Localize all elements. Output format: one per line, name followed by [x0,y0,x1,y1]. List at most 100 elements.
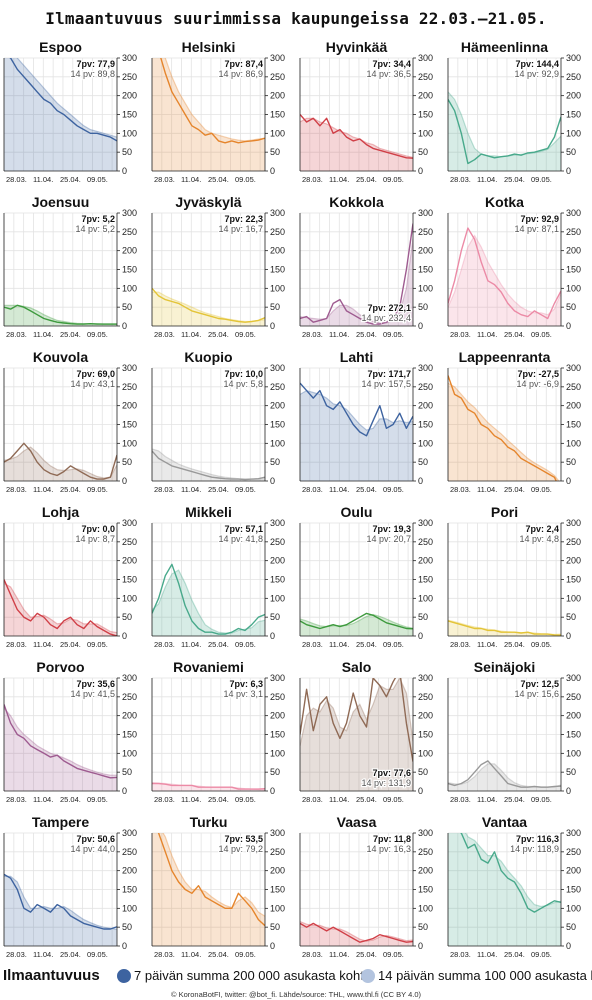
series-group [300,382,413,481]
y-tick-label: 250 [418,537,433,547]
chart-title: Mikkeli [185,504,232,520]
x-tick-label: 09.05. [531,485,552,494]
y-tick-label: 150 [122,575,137,585]
y-tick-label: 50 [122,457,132,467]
y-tick-label: 250 [270,847,285,857]
y-tick-label: 0 [566,321,571,331]
chart-hameenlinna: Hämeenlinna 0 50 100 150 200 250 300 28.03. 11.04… [447,39,581,184]
series-7day-line [448,375,557,481]
x-tick-label: 09.05. [235,485,256,494]
label-14day-value: 14 pv: 89,8 [70,69,115,79]
y-tick-label: 100 [122,128,137,138]
x-tick-label: 28.03. [6,640,27,649]
series-group [448,619,561,636]
y-tick-label: 250 [566,72,581,82]
y-tick-label: 300 [122,53,137,63]
y-tick-label: 100 [566,748,581,758]
series-group [152,448,265,481]
series-7day-line [4,579,117,636]
y-tick-label: 50 [418,767,428,777]
series-7day-line [4,704,117,779]
x-tick-label: 25.04. [356,485,377,494]
label-7day-value: 7pv: 116,3 [516,834,559,844]
series-group [4,58,117,171]
legend-title: Ilmaantuvuus [3,967,100,984]
x-tick-label: 25.04. [208,330,229,339]
chart-title: Turku [190,814,228,830]
x-tick-label: 09.05. [235,330,256,339]
series-14day-line [300,238,413,324]
y-tick-label: 200 [270,556,285,566]
label-7day-value: 7pv: 77,6 [372,768,411,778]
chart-title: Hämeenlinna [461,39,548,55]
y-tick-label: 50 [566,922,576,932]
series-group [152,563,265,636]
series-group [152,782,265,791]
y-tick-label: 200 [270,711,285,721]
y-tick-label: 0 [418,786,423,796]
chart-title: Seinäjoki [474,659,535,675]
chart-title: Kotka [485,194,524,210]
series-14day-line [162,833,265,917]
y-tick-label: 0 [122,476,127,486]
y-tick-label: 0 [270,631,275,641]
x-tick-label: 09.05. [87,795,108,804]
label-14day-value: 14 pv: 4,8 [519,534,559,544]
series-14day-area [300,921,413,946]
y-tick-label: 150 [418,730,433,740]
y-tick-label: 150 [270,575,285,585]
chart-title: Rovaniemi [173,659,244,675]
series-7day-line [448,227,561,320]
x-tick-label: 11.04. [181,795,201,804]
chart-title: Espoo [39,39,82,55]
series-14day-line [164,58,265,142]
x-tick-label: 11.04. [329,795,349,804]
series-7day-line [152,450,265,481]
x-tick-label: 09.05. [383,485,404,494]
y-tick-label: 200 [566,246,581,256]
y-tick-label: 100 [122,903,137,913]
label-7day-value: 7pv: 77,9 [76,59,115,69]
y-tick-label: 200 [566,866,581,876]
y-tick-label: 200 [122,246,137,256]
y-tick-label: 0 [122,941,127,951]
y-tick-label: 250 [566,692,581,702]
chart-title: Lohja [42,504,80,520]
series-7day-line [152,563,265,635]
x-tick-label: 11.04. [33,795,53,804]
y-tick-label: 250 [418,227,433,237]
chart-title: Pori [491,504,518,520]
label-14day-value: 14 pv: 20,7 [366,534,411,544]
y-tick-label: 300 [270,518,285,528]
y-tick-label: 0 [122,166,127,176]
x-tick-label: 25.04. [208,175,229,184]
y-tick-label: 250 [270,227,285,237]
y-tick-label: 50 [270,612,280,622]
series-14day-area [152,58,265,171]
x-tick-label: 25.04. [60,485,81,494]
y-tick-label: 200 [418,401,433,411]
footer-credits: © KoronaBotFI, twitter: @bot_fi. Lähde/s… [170,990,422,999]
chart-title: Oulu [341,504,373,520]
y-tick-label: 0 [418,321,423,331]
x-tick-label: 28.03. [302,950,323,959]
series-14day-line [4,582,117,634]
series-14day-area [448,763,561,791]
series-group [448,760,561,791]
label-14day-value: 14 pv: 41,8 [218,534,263,544]
x-tick-label: 09.05. [531,175,552,184]
series-7day-line [300,922,413,943]
x-tick-label: 11.04. [477,950,497,959]
x-tick-label: 25.04. [504,330,525,339]
label-7day-value: 7pv: 272,1 [367,303,411,313]
chart-helsinki: Helsinki 0 50 100 150 200 250 300 28.03. 11.04. 25… [151,39,285,184]
chart-kuopio: Kuopio 0 50 100 150 200 250 300 28.03. 11.04. 25.0… [151,349,285,494]
x-tick-label: 11.04. [477,795,497,804]
x-tick-label: 11.04. [477,485,497,494]
y-tick-label: 300 [566,53,581,63]
y-tick-label: 0 [566,786,571,796]
y-tick-label: 50 [270,767,280,777]
y-tick-label: 100 [122,593,137,603]
series-7day-line [459,833,561,913]
y-tick-label: 100 [122,438,137,448]
